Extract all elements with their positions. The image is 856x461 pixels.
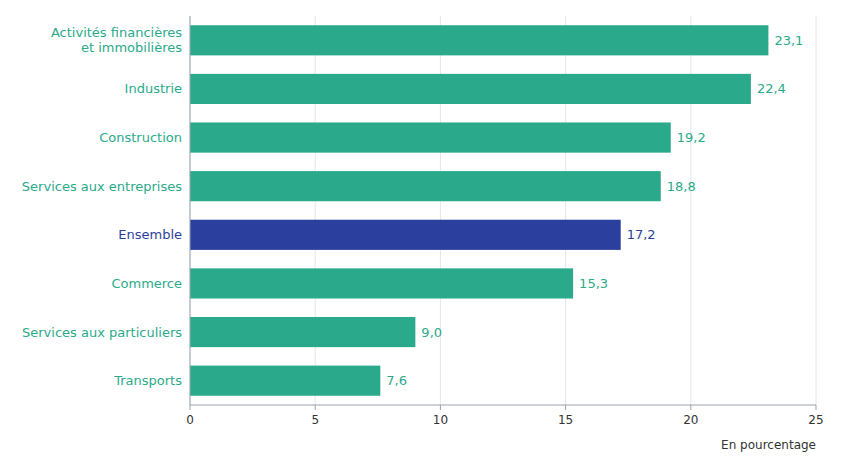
y-axis-line (190, 16, 191, 405)
bar (190, 220, 621, 250)
label-line: Ensemble (118, 227, 182, 242)
data-label: 23,1 (774, 33, 803, 48)
label-line: Commerce (111, 276, 182, 291)
data-label: 17,2 (627, 227, 656, 242)
x-tick-label: 25 (808, 413, 823, 427)
data-label: 7,6 (386, 373, 407, 388)
x-tick-label: 0 (186, 413, 194, 427)
grid-line (190, 16, 191, 405)
x-tick (190, 405, 191, 410)
label-line: Construction (99, 130, 182, 145)
y-tick-label: Services aux particuliers (22, 325, 182, 340)
x-tick (690, 405, 691, 410)
y-tick-label: Industrie (125, 81, 182, 96)
y-tick-label: Services aux entreprises (22, 179, 182, 194)
data-label: 22,4 (757, 81, 786, 96)
data-label: 9,0 (421, 325, 442, 340)
x-tick (440, 405, 441, 410)
y-tick-label: Activités financièreset immobilières (51, 25, 182, 55)
x-tick-label: 5 (311, 413, 319, 427)
grid (190, 16, 816, 405)
data-label: 19,2 (677, 130, 706, 145)
axes: 0 5 10 15 20 25 Activités financièreset immobi… (22, 16, 824, 427)
label-line: Services aux particuliers (22, 325, 182, 340)
x-axis-line (190, 405, 816, 406)
x-tick (565, 405, 566, 410)
bar (190, 74, 751, 104)
label-line: Activités financières (51, 25, 182, 40)
y-tick-label: Commerce (111, 276, 182, 291)
bar (190, 317, 415, 347)
x-tick-label: 10 (433, 413, 448, 427)
chart-svg: 23,1 22,4 19,2 18,8 17,2 15,3 9,0 7,6 0 5 10 15 20 25… (0, 0, 856, 461)
data-label: 15,3 (579, 276, 608, 291)
bar (190, 122, 671, 152)
y-tick-label: Construction (99, 130, 182, 145)
x-tick-label: 20 (683, 413, 698, 427)
label-line: Services aux entreprises (22, 179, 182, 194)
data-labels: 23,1 22,4 19,2 18,8 17,2 15,3 9,0 7,6 (386, 33, 803, 388)
x-axis-label: En pourcentage (721, 438, 816, 452)
y-tick-label: Transports (113, 373, 182, 388)
label-line: et immobilières (81, 40, 182, 55)
data-label: 18,8 (667, 179, 696, 194)
label-line: Transports (113, 373, 182, 388)
bars (190, 25, 768, 396)
grid-line (816, 16, 817, 405)
bar (190, 171, 661, 201)
label-line: Industrie (125, 81, 182, 96)
bar (190, 268, 573, 298)
x-tick (816, 405, 817, 410)
chart-container: 23,1 22,4 19,2 18,8 17,2 15,3 9,0 7,6 0 5 10 15 20 25… (0, 0, 856, 461)
bar (190, 366, 380, 396)
y-tick-label: Ensemble (118, 227, 182, 242)
x-tick (315, 405, 316, 410)
bar (190, 25, 768, 55)
x-tick-label: 15 (558, 413, 573, 427)
